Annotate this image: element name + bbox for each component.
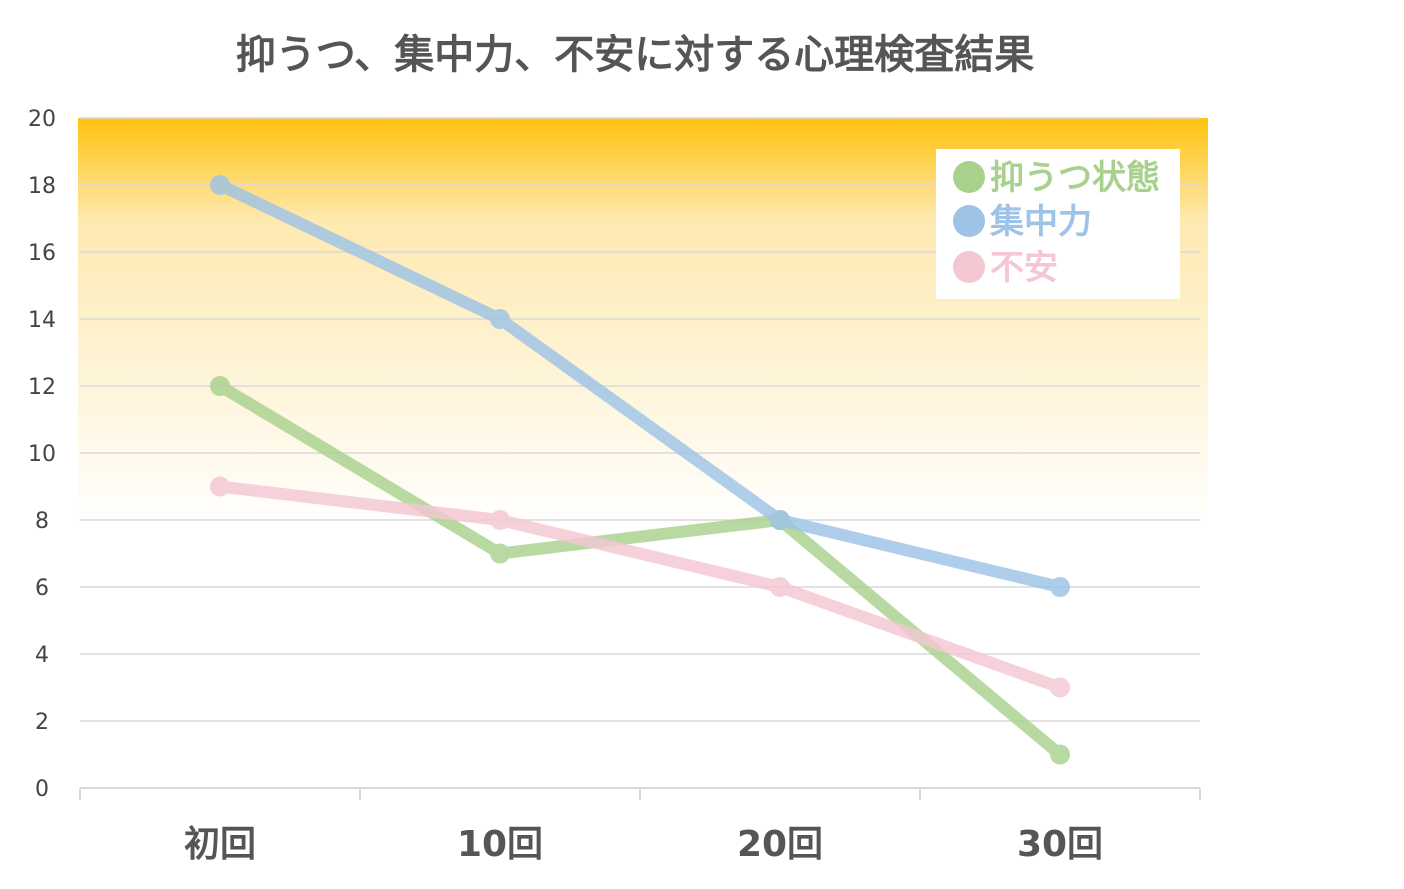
y-tick-label: 14	[28, 308, 56, 333]
series-line	[214, 179, 1066, 593]
x-tick-label: 20回	[737, 824, 823, 865]
x-tick-label: 10回	[457, 824, 543, 865]
legend-label: 不安	[990, 248, 1058, 288]
y-axis: 0 2 4 6 8 10 12 14 16 18 20	[28, 107, 56, 802]
data-point	[490, 510, 510, 530]
y-tick-label: 20	[28, 107, 56, 132]
data-point	[210, 376, 230, 396]
legend-marker	[953, 251, 985, 283]
legend-label: 抑うつ状態	[990, 158, 1160, 198]
data-point	[1050, 677, 1070, 698]
legend: 抑うつ状態 集中力 不安	[936, 149, 1180, 299]
series-2	[210, 476, 1070, 698]
data-point	[770, 577, 790, 597]
y-tick-label: 0	[35, 777, 49, 802]
legend-item-depression: 抑うつ状態	[953, 158, 1160, 198]
data-point	[210, 476, 230, 497]
series-lines	[210, 175, 1070, 765]
x-axis	[79, 787, 1201, 800]
data-point	[210, 175, 230, 195]
x-tick-label: 30回	[1017, 824, 1103, 865]
y-tick-label: 10	[28, 442, 56, 467]
data-point	[490, 309, 510, 329]
legend-label: 集中力	[989, 202, 1092, 242]
y-tick-label: 4	[35, 643, 49, 668]
y-tick-label: 2	[35, 710, 49, 735]
y-tick-label: 8	[35, 509, 49, 534]
series-1	[210, 175, 1070, 597]
y-tick-label: 12	[28, 375, 56, 400]
chart-title: 抑うつ、集中力、不安に対する心理検査結果	[236, 32, 1034, 78]
legend-marker	[953, 161, 985, 193]
x-tick-labels: 初回 10回 20回 30回	[184, 824, 1103, 865]
gridlines	[80, 117, 1200, 722]
y-tick-label: 16	[28, 241, 56, 266]
legend-item-anxiety: 不安	[953, 248, 1058, 288]
data-point	[770, 510, 790, 530]
y-tick-label: 18	[28, 174, 56, 199]
data-point	[490, 543, 510, 564]
data-point	[1050, 577, 1070, 597]
y-tick-label: 6	[35, 576, 49, 601]
legend-marker	[953, 205, 985, 237]
x-tick-label: 初回	[184, 824, 256, 865]
legend-item-concentration: 集中力	[953, 202, 1092, 242]
series-line	[214, 480, 1066, 694]
data-point	[1050, 744, 1070, 765]
